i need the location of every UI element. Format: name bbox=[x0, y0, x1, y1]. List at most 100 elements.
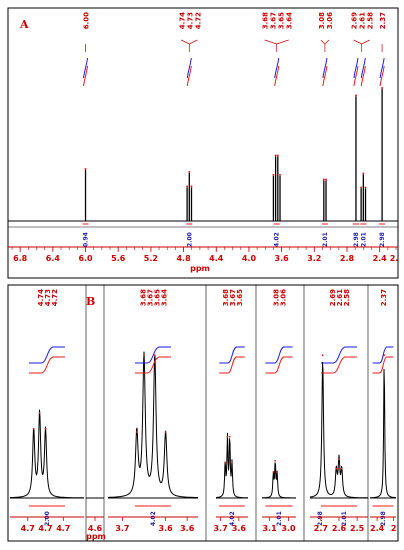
panel-a-peak-label: 2.69 bbox=[351, 12, 359, 29]
panel-a-label-bracket bbox=[320, 39, 330, 45]
panel-b-peak-marker bbox=[226, 435, 229, 438]
panel-b-integral-lower bbox=[265, 356, 293, 374]
panel-b-tick-label: 3.7 bbox=[213, 524, 227, 533]
panel-b-peak-marker bbox=[276, 471, 279, 473]
panel-a-peak-marker bbox=[325, 178, 328, 181]
panel-a-integral-value: 2.98 bbox=[379, 232, 386, 247]
panel-a-peak-marker bbox=[276, 154, 279, 157]
panel-b-peak-label: 4.74 bbox=[37, 289, 45, 306]
panel-b-integral-value: 4.02 bbox=[229, 511, 236, 526]
panel-b-peak-label: 3.68 bbox=[140, 289, 148, 306]
panel-b-peak-marker bbox=[274, 459, 277, 462]
panel-a-tick-label: 4.0 bbox=[242, 254, 257, 263]
panel-b-tick-label: 4.7 bbox=[56, 524, 70, 533]
panel-a-label-bracket bbox=[181, 39, 198, 45]
panel-a-integral-upper bbox=[186, 57, 192, 79]
panel-b-integral-lower bbox=[135, 356, 171, 374]
panel-b-integral-value: 4.02 bbox=[150, 511, 157, 526]
panel-a-integral-lower bbox=[360, 65, 366, 87]
panel-b-integral-value: 2.01 bbox=[341, 511, 348, 526]
panel-a-tick-label: 2.8 bbox=[340, 254, 355, 263]
panel-a-tick-label: 6.8 bbox=[13, 254, 28, 263]
panel-b-peak-marker bbox=[153, 354, 156, 357]
panel-a-integral-upper bbox=[353, 57, 359, 79]
panel-b-spectrum-line bbox=[216, 432, 248, 499]
panel-b-integral-value: 2.98 bbox=[380, 511, 387, 526]
panel-a-peak-marker bbox=[274, 154, 277, 157]
panel-a-peak-label: 3.68 bbox=[262, 12, 270, 29]
panel-a-peak-label: 3.08 bbox=[318, 12, 326, 29]
panel-a-peak-marker bbox=[360, 186, 363, 189]
panel-a-peak-label: 4.73 bbox=[186, 12, 194, 29]
panel-b-peak-marker bbox=[321, 354, 324, 357]
panel-b-peak-marker bbox=[224, 461, 227, 464]
panel-a-x-label: ppm bbox=[190, 264, 210, 273]
panel-b-peak-marker bbox=[335, 467, 338, 470]
panel-b-peak-label: 2.37 bbox=[380, 289, 388, 306]
panel-b-spectrum-line bbox=[262, 462, 296, 499]
panel-b-integral-value: 2.00 bbox=[44, 511, 51, 526]
panel-a-integral-value: 2.00 bbox=[186, 232, 193, 247]
panel-b-peak-marker bbox=[231, 461, 233, 464]
panel-b-integral-upper bbox=[321, 346, 357, 364]
panel-b-peak-marker bbox=[143, 354, 145, 357]
panel-b-peak-label: 3.68 bbox=[222, 289, 230, 306]
panel-b-integral-upper bbox=[372, 346, 394, 364]
panel-b-peak-label: 4.73 bbox=[44, 289, 52, 306]
panel-b-peak-label: 3.67 bbox=[147, 289, 155, 306]
panel-b-peak-label: 4.72 bbox=[51, 289, 59, 306]
panel-a-peak-marker bbox=[364, 186, 367, 189]
panel-a-peak-marker bbox=[190, 185, 193, 188]
panel-b-peak-marker bbox=[38, 411, 41, 414]
panel-a-peak-marker bbox=[381, 87, 384, 89]
panel-b-spectrum-line bbox=[370, 368, 396, 499]
panel-a-label-bracket bbox=[353, 39, 370, 45]
panel-a-label-bracket bbox=[264, 39, 289, 45]
panel-b-tick-label: 2 bbox=[391, 524, 397, 533]
panel-a-integral-lower bbox=[274, 65, 280, 87]
panel-b-integral-upper bbox=[265, 346, 293, 364]
panel-b-integral-value: 2.01 bbox=[276, 511, 283, 526]
panel-a-integral-lower bbox=[379, 65, 385, 87]
panel-a-integral-lower bbox=[353, 65, 359, 87]
panel-a-tick-label: 2. bbox=[390, 254, 399, 263]
panel-a-frame bbox=[7, 7, 399, 279]
panel-b-tick-label: 2.4 bbox=[370, 524, 385, 533]
panel-a-peak-label: 3.65 bbox=[278, 12, 286, 29]
panel-b-tick-label: 3.6 bbox=[159, 524, 174, 533]
panel-b-tick-label: 3.6 bbox=[232, 524, 247, 533]
panel-a-peak-marker bbox=[188, 171, 191, 173]
panel-a-integral-lower bbox=[322, 65, 328, 87]
panel-b-peak-label: 2.61 bbox=[336, 289, 344, 306]
panel-b-peak-marker bbox=[340, 467, 343, 470]
panel-a-tick-label: 2.4 bbox=[373, 254, 388, 263]
panel-a-peak-marker bbox=[362, 172, 365, 175]
panel-b-integral-lower bbox=[321, 356, 357, 374]
panel-a-peak-marker bbox=[84, 168, 87, 170]
panel-a-tick-label: 5.6 bbox=[111, 254, 126, 263]
panel-a-integral-lower bbox=[83, 65, 89, 87]
panel-a-tick-label: 3.6 bbox=[275, 254, 290, 263]
panel-b-spectrum-line bbox=[309, 361, 368, 499]
panel-b-peak-label: 2.58 bbox=[343, 289, 351, 306]
panel-b-title: B bbox=[86, 295, 95, 308]
panel-a-peak-label: 3.64 bbox=[286, 12, 294, 29]
panel-b-peak-marker bbox=[44, 427, 47, 430]
panel-b-peak-marker bbox=[338, 458, 340, 461]
panel-a-peak-label: 2.61 bbox=[359, 12, 367, 29]
panel-a-tick-label: 6.0 bbox=[78, 254, 93, 263]
panel-b-peak-marker bbox=[164, 431, 167, 433]
panel-b-integral-upper bbox=[135, 346, 171, 364]
panel-b-peak-label: 2.69 bbox=[329, 289, 337, 306]
panel-b-peak-label: 3.64 bbox=[161, 289, 169, 306]
panel-b-x-label: ppm bbox=[86, 532, 106, 541]
panel-b-peak-label: 3.67 bbox=[229, 289, 237, 306]
panel-a-peak-label: 4.72 bbox=[194, 12, 202, 29]
panel-a-integral-lower bbox=[186, 65, 192, 87]
panel-a-integral-upper bbox=[360, 57, 366, 79]
panel-a-peak-label: 2.58 bbox=[367, 12, 375, 29]
panel-a-peak-label: 3.06 bbox=[326, 12, 334, 29]
panel-b-peak-label: 3.65 bbox=[236, 289, 244, 306]
panel-b-expanded-spectrum: B4.74 4.73 4.722.004.7 4.7 4.7 4.63.68 3.67 3.6… bbox=[7, 284, 399, 542]
